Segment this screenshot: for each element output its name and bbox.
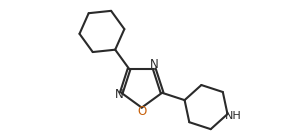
Text: NH: NH bbox=[224, 111, 241, 121]
Text: O: O bbox=[137, 105, 146, 118]
Text: N: N bbox=[115, 88, 123, 101]
Text: N: N bbox=[150, 58, 159, 71]
